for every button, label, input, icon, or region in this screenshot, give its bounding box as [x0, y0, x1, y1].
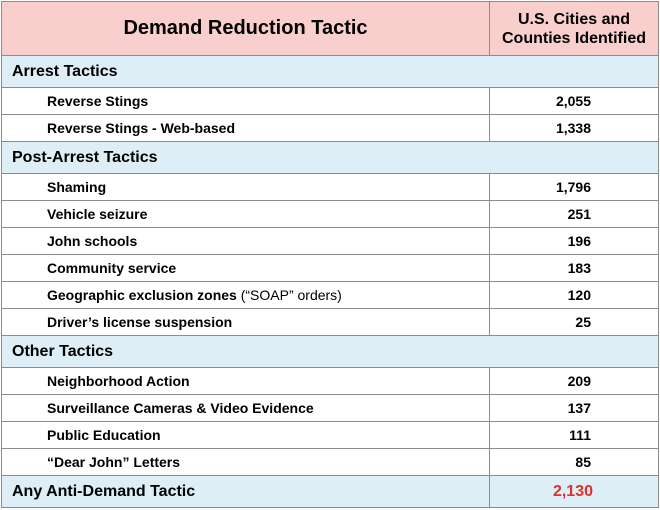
tactic-label-cell: “Dear John” Letters [1, 448, 490, 476]
tactic-label: John schools [47, 233, 138, 249]
tactic-count: 2,055 [489, 87, 659, 115]
table-row: “Dear John” Letters 85 [1, 448, 659, 476]
total-value: 2,130 [489, 475, 659, 508]
table-row: Reverse Stings - Web-based 1,338 [1, 114, 659, 142]
table-row: Geographic exclusion zones (“SOAP” order… [1, 281, 659, 309]
tactic-count: 196 [489, 227, 659, 255]
table-row: Vehicle seizure 251 [1, 200, 659, 228]
tactic-label: Shaming [47, 179, 107, 195]
tactic-label: Surveillance Cameras & Video Evidence [47, 400, 314, 416]
tactic-label-cell: John schools [1, 227, 490, 255]
tactic-label-cell: Shaming [1, 173, 490, 201]
tactic-label: “Dear John” Letters [47, 454, 181, 470]
section-title: Other Tactics [1, 335, 659, 368]
table-row: Driver’s license suspension 25 [1, 308, 659, 336]
tactic-label-cell: Community service [1, 254, 490, 282]
table-row: Shaming 1,796 [1, 173, 659, 201]
table-header-row: Demand Reduction Tactic U.S. Cities and … [1, 1, 659, 56]
tactic-label-cell: Public Education [1, 421, 490, 449]
tactic-count: 251 [489, 200, 659, 228]
tactic-note: (“SOAP” orders) [240, 287, 342, 303]
tactic-label-cell: Geographic exclusion zones (“SOAP” order… [1, 281, 490, 309]
header-count: U.S. Cities and Counties Identified [489, 1, 659, 56]
table-row: Reverse Stings 2,055 [1, 87, 659, 115]
tactic-count: 25 [489, 308, 659, 336]
tactic-label: Public Education [47, 427, 161, 443]
table-row: Public Education 111 [1, 421, 659, 449]
table-row: Neighborhood Action 209 [1, 367, 659, 395]
tactic-count: 85 [489, 448, 659, 476]
tactic-label-cell: Reverse Stings [1, 87, 490, 115]
header-count-line2: Counties Identified [502, 29, 646, 47]
tactic-count: 120 [489, 281, 659, 309]
tactic-count: 111 [489, 421, 659, 449]
header-tactic: Demand Reduction Tactic [1, 1, 490, 56]
section-row: Post-Arrest Tactics [1, 141, 659, 174]
tactic-count: 1,796 [489, 173, 659, 201]
section-title: Arrest Tactics [1, 55, 659, 88]
tactic-label: Vehicle seizure [47, 206, 148, 222]
tactic-label-cell: Driver’s license suspension [1, 308, 490, 336]
tactic-label-cell: Neighborhood Action [1, 367, 490, 395]
total-label: Any Anti-Demand Tactic [1, 475, 490, 508]
tactic-label: Geographic exclusion zones [47, 287, 237, 303]
tactic-count: 1,338 [489, 114, 659, 142]
total-row: Any Anti-Demand Tactic 2,130 [1, 475, 659, 508]
tactic-label-cell: Reverse Stings - Web-based [1, 114, 490, 142]
section-row: Arrest Tactics [1, 55, 659, 88]
section-title: Post-Arrest Tactics [1, 141, 659, 174]
tactic-count: 209 [489, 367, 659, 395]
tactic-label: Community service [47, 260, 177, 276]
header-count-line1: U.S. Cities and [517, 10, 631, 28]
table-row: John schools 196 [1, 227, 659, 255]
tactic-label: Reverse Stings - Web-based [47, 120, 236, 136]
tactic-label: Driver’s license suspension [47, 314, 233, 330]
tactic-label-cell: Surveillance Cameras & Video Evidence [1, 394, 490, 422]
table-row: Community service 183 [1, 254, 659, 282]
tactic-count: 137 [489, 394, 659, 422]
tactic-count: 183 [489, 254, 659, 282]
tactic-label: Neighborhood Action [47, 373, 190, 389]
tactic-label: Reverse Stings [47, 93, 149, 109]
tactic-label-cell: Vehicle seizure [1, 200, 490, 228]
section-row: Other Tactics [1, 335, 659, 368]
table-row: Surveillance Cameras & Video Evidence 137 [1, 394, 659, 422]
